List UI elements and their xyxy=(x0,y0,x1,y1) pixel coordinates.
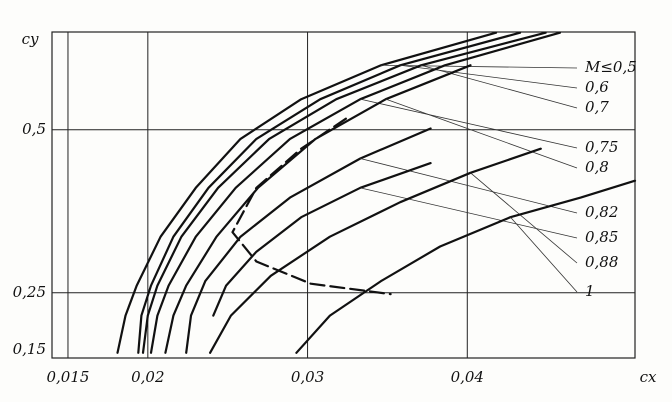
polar-curve xyxy=(295,179,637,354)
curve-label: 0,8 xyxy=(585,158,609,176)
dashed-curve xyxy=(231,117,392,296)
y-axis-label: cy xyxy=(22,30,39,48)
leader-line xyxy=(510,216,578,293)
polar-curve xyxy=(185,127,432,354)
leader-line xyxy=(360,158,578,214)
x-tick-label: 0,02 xyxy=(131,368,164,386)
polar-curve xyxy=(209,147,542,354)
polar-curve xyxy=(116,31,498,354)
leader-line xyxy=(385,98,578,169)
y-tick-label: 0,25 xyxy=(13,283,46,301)
polar-curve xyxy=(149,31,561,354)
curve-label: 0,82 xyxy=(585,203,618,221)
curve-label: 0,7 xyxy=(585,98,609,116)
curve-label: 1 xyxy=(585,282,595,300)
x-tick-label: 0,015 xyxy=(46,368,89,386)
curve-label: M≤0,5 xyxy=(584,58,637,76)
leader-line xyxy=(381,64,578,69)
leader-line xyxy=(360,187,578,239)
y-tick-label: 0,15 xyxy=(13,340,46,358)
curve-label: 0,6 xyxy=(585,78,609,96)
polar-curve xyxy=(141,31,547,354)
leader-line xyxy=(420,64,578,109)
polar-curve xyxy=(137,31,522,354)
polar-curve xyxy=(212,162,432,317)
leader-line xyxy=(470,172,578,264)
x-tick-label: 0,04 xyxy=(451,368,484,386)
leader-line xyxy=(360,98,578,149)
polar-curve xyxy=(164,64,472,354)
curve-label: 0,75 xyxy=(585,138,618,156)
y-tick-label: 0,5 xyxy=(22,120,46,138)
curve-label: 0,85 xyxy=(585,228,618,246)
leader-line xyxy=(400,64,578,89)
x-tick-label: 0,03 xyxy=(291,368,324,386)
x-axis-label: cx xyxy=(640,368,657,386)
curve-label: 0,88 xyxy=(585,253,618,271)
